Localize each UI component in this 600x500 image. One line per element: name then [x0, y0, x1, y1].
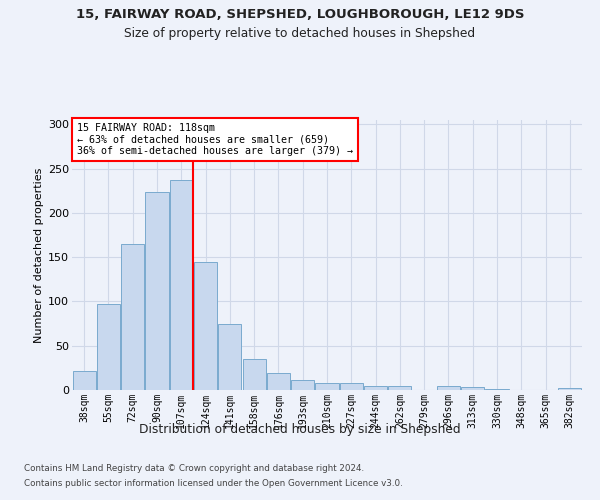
Bar — [340, 383, 363, 390]
Y-axis label: Number of detached properties: Number of detached properties — [34, 168, 44, 342]
Bar — [218, 324, 241, 390]
Bar — [291, 380, 314, 390]
Bar — [437, 386, 460, 390]
Text: Contains public sector information licensed under the Open Government Licence v3: Contains public sector information licen… — [24, 479, 403, 488]
Text: 15, FAIRWAY ROAD, SHEPSHED, LOUGHBOROUGH, LE12 9DS: 15, FAIRWAY ROAD, SHEPSHED, LOUGHBOROUGH… — [76, 8, 524, 20]
Text: Contains HM Land Registry data © Crown copyright and database right 2024.: Contains HM Land Registry data © Crown c… — [24, 464, 364, 473]
Bar — [121, 244, 144, 390]
Bar — [97, 304, 120, 390]
Bar — [388, 386, 412, 390]
Bar — [170, 180, 193, 390]
Bar — [461, 388, 484, 390]
Text: Size of property relative to detached houses in Shepshed: Size of property relative to detached ho… — [124, 28, 476, 40]
Bar — [485, 389, 509, 390]
Bar — [364, 386, 387, 390]
Bar — [242, 359, 266, 390]
Bar — [316, 383, 338, 390]
Text: 15 FAIRWAY ROAD: 118sqm
← 63% of detached houses are smaller (659)
36% of semi-d: 15 FAIRWAY ROAD: 118sqm ← 63% of detache… — [77, 122, 353, 156]
Bar — [194, 262, 217, 390]
Bar — [559, 388, 581, 390]
Bar — [145, 192, 169, 390]
Text: Distribution of detached houses by size in Shepshed: Distribution of detached houses by size … — [139, 422, 461, 436]
Bar — [73, 370, 95, 390]
Bar — [267, 373, 290, 390]
